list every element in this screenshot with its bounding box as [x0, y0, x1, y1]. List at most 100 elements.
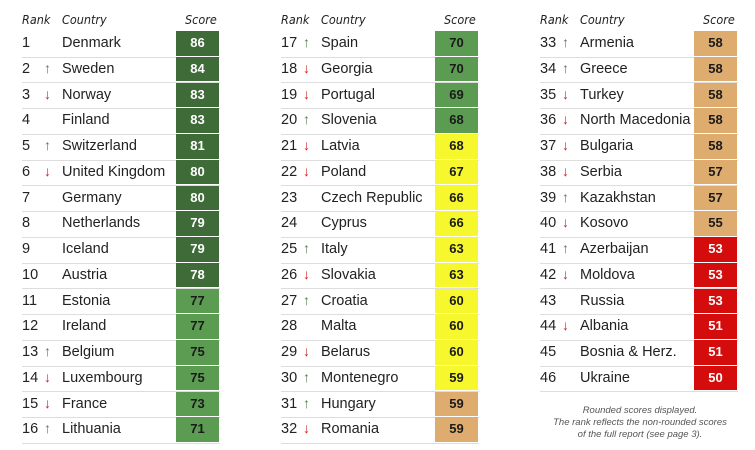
rank: 43 — [540, 292, 557, 309]
country-name: Belarus — [321, 344, 371, 360]
arrow-up-icon: ↑ — [303, 34, 310, 50]
rank: 44 — [540, 318, 557, 335]
country-name: Georgia — [321, 60, 373, 77]
country-name: Malta — [321, 318, 357, 335]
table-row: 5 ↑ Switzerland 81 — [22, 134, 220, 161]
country-name: Slovenia — [321, 112, 377, 129]
arrow-down-icon: ↓ — [562, 265, 569, 282]
table-row: 27 ↑ Croatia 60 — [281, 288, 479, 316]
score-cell: 59 — [435, 365, 478, 391]
arrow-up-icon: ↑ — [44, 137, 51, 153]
arrow-down-icon: ↓ — [303, 343, 310, 359]
score-cell: 51 — [694, 314, 737, 339]
arrow-down-icon: ↓ — [562, 85, 569, 102]
table-row: 40 ↓ Kosovo 55 — [540, 211, 738, 238]
arrow-up-icon: ↑ — [303, 291, 310, 308]
table-row: 25 ↑ Italy 63 — [281, 237, 479, 264]
table-row: 39 ↑ Kazakhstan 57 — [540, 185, 738, 213]
country-name: Ireland — [62, 318, 107, 335]
rank: 19 — [281, 86, 298, 103]
country-name: Norway — [62, 86, 112, 103]
rank: 32 — [281, 421, 298, 438]
header-country: Country — [321, 12, 366, 27]
arrow-up-icon: ↑ — [303, 240, 310, 256]
rank: 25 — [281, 241, 298, 257]
score-cell: 57 — [694, 159, 737, 185]
score-cell: 53 — [694, 288, 737, 313]
table-row: 12 Ireland 77 — [22, 314, 220, 341]
rank: 1 — [22, 35, 31, 51]
arrow-down-icon: ↓ — [562, 111, 569, 128]
arrow-down-icon: ↓ — [44, 394, 51, 411]
score-cell: 83 — [176, 82, 219, 107]
country-name: Latvia — [321, 138, 360, 154]
country-name: Armenia — [580, 35, 634, 51]
country-name: Portugal — [321, 86, 376, 103]
arrow-down-icon: ↓ — [44, 162, 51, 179]
rank: 23 — [281, 189, 298, 206]
score-cell: 59 — [435, 391, 478, 416]
country-name: Romania — [321, 421, 380, 438]
table-row: 42 ↓ Moldova 53 — [540, 262, 738, 290]
score-cell: 73 — [176, 391, 219, 416]
score-cell: 75 — [176, 365, 219, 391]
rank: 22 — [281, 163, 298, 180]
arrow-up-icon: ↑ — [303, 111, 310, 128]
footnote-line: The rank reflects the non-rounded scores — [553, 417, 727, 428]
table-row: 11 Estonia 77 — [22, 288, 220, 316]
score-cell: 70 — [435, 31, 478, 56]
score-cell: 57 — [694, 185, 737, 210]
arrow-up-icon: ↑ — [303, 394, 310, 411]
rank: 41 — [540, 241, 557, 257]
table-row: 33 ↑ Armenia 58 — [540, 31, 738, 58]
arrow-up-icon: ↑ — [562, 34, 569, 50]
score-cell: 86 — [176, 31, 219, 56]
table-row: 16 ↑ Lithuania 71 — [22, 417, 220, 444]
rank: 17 — [281, 35, 298, 51]
score-cell: 71 — [176, 417, 219, 442]
country-name: France — [62, 395, 108, 412]
table-row: 26 ↓ Slovakia 63 — [281, 262, 479, 290]
table-row: 43 Russia 53 — [540, 288, 738, 316]
score-cell: 60 — [435, 288, 478, 313]
table-row: 3 ↓ Norway 83 — [22, 82, 220, 110]
rank: 9 — [22, 241, 31, 257]
rank: 13 — [22, 344, 39, 360]
rank: 31 — [281, 395, 298, 412]
table-row: 23 Czech Republic 66 — [281, 185, 479, 213]
score-cell: 77 — [176, 288, 219, 313]
country-name: Albania — [580, 318, 629, 335]
country-name: Germany — [62, 189, 122, 206]
table-row: 45 Bosnia & Herz. 51 — [540, 340, 738, 367]
country-name: Estonia — [62, 292, 111, 309]
rank: 2 — [22, 60, 31, 77]
rank: 11 — [22, 292, 38, 309]
table-row: 28 Malta 60 — [281, 314, 479, 341]
arrow-up-icon: ↑ — [303, 368, 310, 385]
country-name: Italy — [321, 241, 348, 257]
header-score: Score — [703, 12, 735, 27]
rank: 29 — [281, 344, 298, 360]
country-name: Ukraine — [580, 369, 630, 386]
country-name: Austria — [62, 266, 108, 283]
score-cell: 80 — [176, 159, 219, 185]
rank: 15 — [22, 395, 39, 412]
arrow-up-icon: ↑ — [562, 240, 569, 256]
country-name: Lithuania — [62, 421, 121, 438]
arrow-up-icon: ↑ — [44, 59, 51, 76]
header-country: Country — [62, 12, 107, 27]
rank: 21 — [281, 138, 298, 154]
rank: 33 — [540, 35, 557, 51]
country-name: Bulgaria — [580, 138, 634, 154]
rank: 8 — [22, 215, 31, 232]
rank: 46 — [540, 369, 557, 386]
table-row: 8 Netherlands 79 — [22, 211, 220, 238]
score-cell: 81 — [176, 134, 219, 159]
score-cell: 69 — [435, 82, 478, 107]
rank: 27 — [281, 292, 298, 309]
score-cell: 50 — [694, 365, 737, 391]
country-name: Azerbaijan — [580, 241, 649, 257]
table-row: 14 ↓ Luxembourg 75 — [22, 365, 220, 393]
score-cell: 60 — [435, 314, 478, 339]
rank: 7 — [22, 189, 31, 206]
